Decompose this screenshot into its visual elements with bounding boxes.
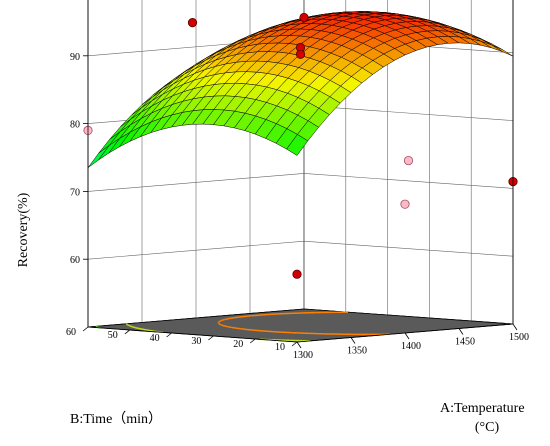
surface-cell: [286, 134, 309, 156]
y-tick-mark: [249, 338, 256, 344]
contour-level: [217, 311, 508, 336]
z-tick-label: 70: [70, 187, 80, 198]
y-tick-label: 10: [275, 342, 285, 353]
x-tick-label: 1500: [509, 332, 529, 343]
design-point: [299, 12, 309, 23]
y-tick-mark: [124, 329, 131, 335]
y-tick-mark: [291, 341, 298, 347]
x-axis-label: A:Temperature: [440, 401, 525, 416]
x-tick-label: 1350: [347, 346, 367, 357]
x-tick-mark: [458, 328, 464, 335]
x-tick-mark: [350, 337, 356, 344]
design-point: [292, 269, 302, 279]
y-tick-mark: [82, 326, 89, 332]
design-point: [187, 18, 198, 28]
y-tick-label: 40: [150, 333, 160, 344]
y-tick-label: 20: [233, 339, 243, 350]
x-axis-unit: (°C): [475, 420, 500, 435]
design-point: [403, 155, 414, 166]
x-tick-mark: [296, 341, 302, 349]
y-tick-mark: [166, 332, 172, 338]
x-tick-label: 1300: [293, 350, 313, 361]
x-tick-mark: [512, 323, 518, 331]
z-tick-label: 60: [70, 255, 80, 266]
box-edge: [87, 326, 298, 343]
z-tick-label: 90: [70, 52, 80, 63]
design-point: [295, 49, 306, 59]
y-tick-label: 60: [66, 327, 76, 338]
y-tick-label: 50: [108, 330, 118, 341]
y-tick-mark: [208, 335, 214, 341]
tick-labels: 1300 1350 1400 1450 1500 10 20 30 40 50 60 60 70 80 90…: [66, 52, 529, 361]
design-point: [400, 199, 410, 209]
z-tick-label: 80: [70, 120, 80, 131]
x-tick-label: 1400: [401, 341, 421, 352]
y-tick-label: 30: [191, 336, 201, 347]
x-tick-label: 1450: [455, 337, 475, 348]
z-axis-label: Recovery(%): [16, 192, 31, 267]
x-tick-mark: [404, 332, 410, 340]
response-surface: [87, 11, 514, 168]
y-axis-label: B:Time（min）: [70, 411, 162, 427]
